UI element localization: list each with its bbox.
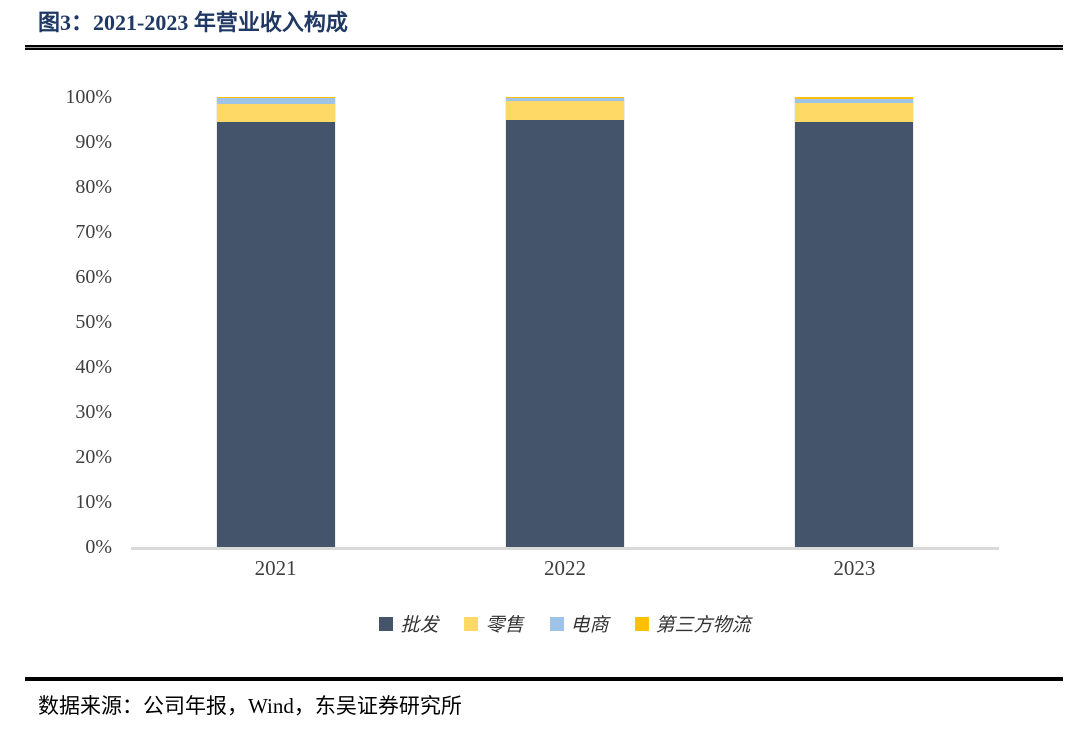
legend-swatch-wholesale bbox=[379, 616, 394, 631]
bar-segment-third-party-logistics bbox=[795, 97, 914, 99]
legend-item-third-party-logistics: 第三方物流 bbox=[634, 610, 751, 637]
legend-label-ecommerce: 电商 bbox=[570, 615, 609, 636]
y-tick-label: 20% bbox=[75, 446, 112, 468]
x-axis-label-2022: 2022 bbox=[543, 556, 586, 580]
legend-item-ecommerce: 电商 bbox=[549, 610, 609, 637]
legend-swatch-ecommerce bbox=[549, 616, 564, 631]
x-axis-label-2023: 2023 bbox=[833, 556, 876, 580]
bar-segment-retail bbox=[505, 101, 624, 120]
stacked-bar-2023 bbox=[794, 97, 915, 547]
bar-segment-retail bbox=[216, 104, 335, 122]
y-tick-label: 100% bbox=[65, 86, 112, 108]
source-note: 数据来源：公司年报，Wind，东吴证券研究所 bbox=[38, 694, 462, 718]
y-tick-label: 60% bbox=[75, 266, 112, 288]
legend-item-wholesale: 批发 bbox=[379, 610, 438, 637]
legend-label-wholesale: 批发 bbox=[400, 615, 439, 636]
y-tick-label: 90% bbox=[75, 131, 112, 153]
stacked-bar-2022 bbox=[504, 97, 625, 547]
category-cell-2022 bbox=[420, 97, 709, 547]
x-axis-label-2021: 2021 bbox=[254, 556, 297, 580]
bar-segment-wholesale bbox=[216, 121, 335, 547]
bar-segment-retail bbox=[795, 102, 914, 123]
figure-title: 图3：2021-2023 年营业收入构成 bbox=[38, 10, 348, 35]
legend-item-retail: 零售 bbox=[464, 610, 524, 637]
y-tick-label: 80% bbox=[75, 176, 112, 198]
y-tick-label: 70% bbox=[75, 221, 112, 243]
bar-segment-ecommerce bbox=[505, 97, 624, 102]
category-cell-2023 bbox=[710, 97, 999, 547]
title-divider bbox=[25, 45, 1063, 50]
bar-segment-wholesale bbox=[795, 122, 914, 547]
category-cell-2021 bbox=[131, 97, 420, 547]
x-axis-labels: 2021 2022 2023 bbox=[131, 556, 999, 581]
bar-segment-ecommerce bbox=[216, 97, 335, 105]
y-axis-labels: 0% 10% 20% 30% 40% 50% 60% 70% 80% 90% 100% bbox=[0, 86, 112, 558]
footer-divider bbox=[25, 677, 1063, 681]
legend-swatch-retail bbox=[464, 616, 479, 631]
y-tick-label: 40% bbox=[75, 356, 112, 378]
legend-swatch-third-party-logistics bbox=[634, 616, 649, 631]
y-tick-label: 50% bbox=[75, 311, 112, 333]
bar-segment-third-party-logistics bbox=[505, 97, 624, 98]
y-tick-label: 30% bbox=[75, 401, 112, 423]
legend: 批发 零售 电商 第三方物流 bbox=[131, 610, 999, 637]
y-tick-label: 10% bbox=[75, 491, 112, 513]
bar-segment-wholesale bbox=[505, 119, 624, 547]
y-tick-label: 0% bbox=[85, 536, 112, 558]
plot-area bbox=[131, 97, 999, 550]
stacked-bar-2021 bbox=[215, 97, 336, 547]
legend-label-retail: 零售 bbox=[485, 615, 524, 636]
legend-label-third-party-logistics: 第三方物流 bbox=[655, 615, 751, 636]
bar-segment-third-party-logistics bbox=[216, 97, 335, 98]
bar-segment-ecommerce bbox=[795, 98, 914, 103]
